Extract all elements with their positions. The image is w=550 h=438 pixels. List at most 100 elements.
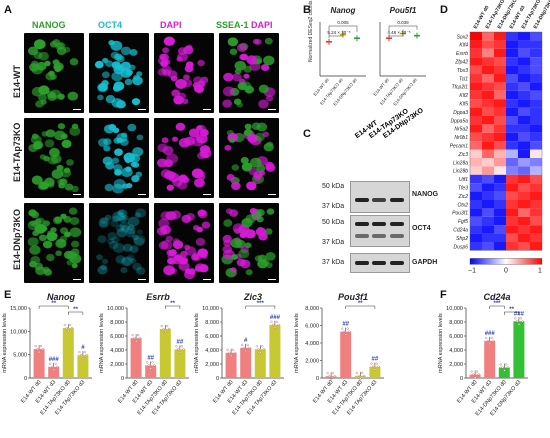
scale-bar bbox=[138, 194, 146, 195]
heatmap-cell bbox=[506, 90, 518, 100]
protein-label-nanog: NANOG bbox=[412, 191, 439, 198]
y-tick-label: 4,000 bbox=[305, 341, 319, 347]
heatmap-cell bbox=[530, 40, 542, 49]
heatmap-cell bbox=[530, 208, 542, 217]
heatmap-cell bbox=[518, 216, 530, 226]
replicate-point bbox=[328, 375, 331, 378]
heatmap-cell bbox=[530, 149, 542, 158]
bar bbox=[254, 349, 266, 378]
y-tick-label: 4,000 bbox=[449, 348, 463, 354]
replicate-point bbox=[372, 365, 375, 368]
heatmap-cell bbox=[530, 48, 542, 58]
replicate-point bbox=[151, 361, 154, 364]
replicate-point bbox=[131, 334, 134, 337]
heatmap-cell bbox=[494, 107, 506, 116]
heatmap-gene-label: Dppa5a bbox=[450, 118, 468, 124]
microscopy-tile-nanog bbox=[24, 118, 84, 198]
heatmap-gene-label: Tbx3 bbox=[457, 68, 468, 74]
cell-cluster-image bbox=[157, 36, 209, 105]
heatmap-cell bbox=[506, 174, 518, 184]
heatmap-cell bbox=[506, 166, 518, 175]
chart-title: Cd24a bbox=[483, 292, 510, 302]
heatmap-cell bbox=[518, 124, 530, 133]
heatmap-cell bbox=[482, 40, 494, 49]
heatmap-cell bbox=[518, 174, 530, 184]
heatmap-cell bbox=[494, 40, 506, 49]
replicate-point bbox=[514, 317, 517, 320]
replicate-point bbox=[81, 357, 85, 360]
heatmap-cell bbox=[506, 242, 518, 251]
p-value-label: 0.005 bbox=[337, 20, 349, 25]
replicate-point bbox=[277, 323, 280, 326]
heatmap-cell bbox=[470, 116, 482, 125]
heatmap-cell bbox=[482, 99, 494, 108]
heatmap-cell bbox=[482, 82, 494, 91]
kda-label: 37 kDa bbox=[322, 239, 345, 246]
p-value-label: 0.039 bbox=[397, 20, 409, 25]
cell-cluster-image bbox=[221, 208, 276, 278]
heatmap-cell bbox=[530, 65, 542, 74]
heatmap-cell bbox=[530, 124, 542, 133]
bracket-label: ** bbox=[51, 301, 56, 307]
heatmap-gene-label: Klf2 bbox=[459, 93, 468, 99]
y-tick-label: 0 bbox=[460, 376, 463, 382]
cell-cluster-image bbox=[27, 39, 79, 108]
replicate-point bbox=[262, 348, 266, 351]
heatmap-gene-label: Tcl1 bbox=[459, 76, 468, 82]
replicate-point bbox=[160, 324, 163, 328]
heatmap-cell bbox=[518, 200, 530, 209]
heatmap-cell bbox=[518, 40, 530, 49]
bar bbox=[145, 365, 157, 378]
heatmap-gene-label: Tfcp2l1 bbox=[452, 85, 469, 91]
panel-label-e: E bbox=[4, 289, 12, 301]
legend-mid-label: 0 bbox=[504, 267, 508, 274]
row-label-wt: E14-WT bbox=[12, 64, 22, 98]
heatmap-cell bbox=[482, 225, 494, 234]
heatmap-cell bbox=[518, 191, 530, 200]
replicate-point bbox=[344, 333, 347, 336]
heatmap-cell bbox=[482, 48, 494, 58]
significance-mark: ### bbox=[49, 357, 60, 363]
y-tick-label: 4,000 bbox=[205, 348, 219, 354]
heatmap-cell bbox=[530, 82, 542, 91]
heatmap-cell bbox=[470, 183, 482, 192]
replicate-point bbox=[472, 373, 475, 376]
heatmap-cell bbox=[530, 99, 542, 108]
replicate-point bbox=[49, 362, 52, 365]
bar bbox=[325, 376, 337, 378]
scale-bar bbox=[268, 109, 276, 110]
heatmap-cell bbox=[494, 183, 506, 192]
heatmap-cell bbox=[470, 216, 482, 226]
heatmap-gene-label: Nr5a2 bbox=[454, 127, 468, 133]
col-header-nanog: NANOG bbox=[32, 20, 66, 30]
y-tick-label: 15,000 bbox=[10, 306, 27, 312]
merge-dapi-label: DAPI bbox=[251, 20, 273, 30]
heatmap-cell bbox=[530, 233, 542, 242]
heatmap-cell bbox=[482, 141, 494, 150]
bracket-label: ** bbox=[358, 301, 363, 307]
heatmap-gene-label: Otx2 bbox=[457, 202, 468, 208]
heatmap-cell bbox=[530, 57, 542, 66]
panel-d-heatmap: E14-WT d0 E14-TAp73KO d0 E14-DNp73KO d0 E14… bbox=[440, 0, 550, 285]
heatmap-cell bbox=[506, 233, 518, 242]
replicate-point bbox=[341, 327, 344, 330]
row-label-dnp73ko: E14-DNp73KO bbox=[12, 208, 22, 270]
heatmap-cell bbox=[494, 191, 506, 200]
replicate-point bbox=[80, 354, 83, 357]
replicate-point bbox=[38, 351, 41, 354]
heatmap-cell bbox=[494, 32, 506, 41]
cell-cluster-image bbox=[224, 122, 276, 191]
significance-bracket bbox=[489, 305, 505, 309]
heatmap-cell bbox=[470, 32, 482, 41]
heatmap-cell bbox=[506, 158, 518, 167]
heatmap-cell bbox=[506, 216, 518, 226]
heatmap-cell bbox=[470, 225, 482, 234]
heatmap-cell bbox=[482, 233, 494, 242]
heatmap-cell bbox=[470, 74, 482, 83]
replicate-point bbox=[78, 351, 81, 354]
replicate-point bbox=[326, 372, 329, 375]
row-label-tap73ko: E14-TAp73KO bbox=[12, 122, 22, 182]
scale-bar bbox=[73, 279, 81, 280]
heatmap-cell bbox=[494, 74, 506, 83]
heatmap-cell bbox=[482, 90, 494, 100]
